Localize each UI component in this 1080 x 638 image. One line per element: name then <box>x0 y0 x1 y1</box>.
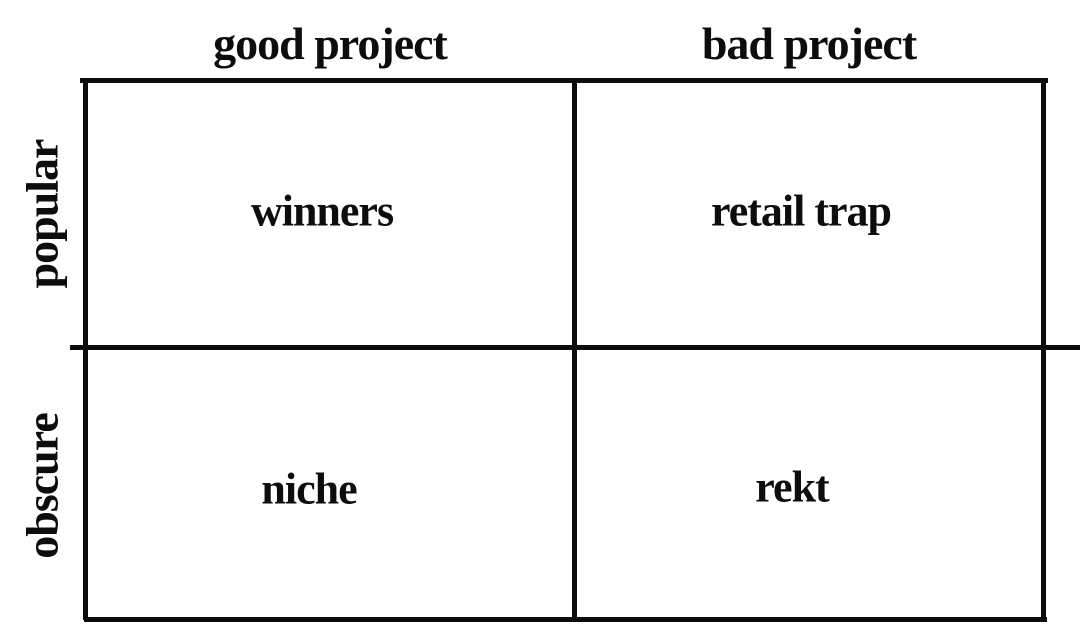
cell-popular-bad-retail-trap: retail trap <box>710 186 892 236</box>
row-header-obscure-label: obscure <box>16 413 68 559</box>
grid-line-left <box>83 80 88 620</box>
grid-line-bottom <box>84 617 1047 622</box>
grid-line-top <box>80 78 1048 83</box>
column-header-bad-project: bad project <box>701 18 917 69</box>
grid-line-middle-vertical <box>572 80 577 620</box>
cell-popular-good-winners: winners <box>250 186 394 236</box>
grid-line-right <box>1041 80 1046 622</box>
cell-obscure-bad-rekt: rekt <box>755 462 829 512</box>
row-header-popular-label: popular <box>16 139 68 289</box>
cell-obscure-good-niche: niche <box>261 464 357 514</box>
column-header-good-project: good project <box>213 18 448 69</box>
